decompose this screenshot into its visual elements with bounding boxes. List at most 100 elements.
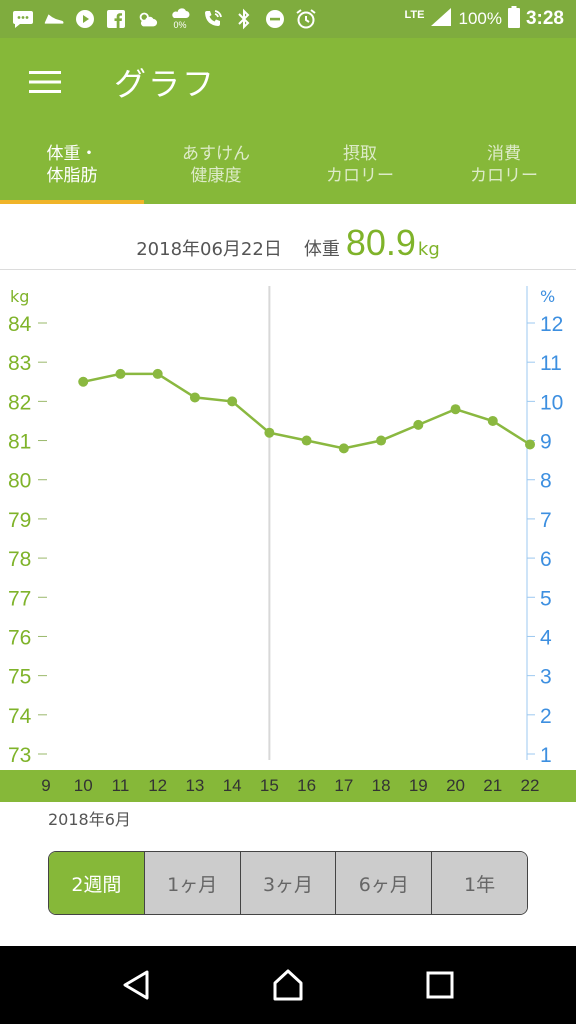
recents-icon bbox=[426, 971, 454, 999]
battery-percent: 100% bbox=[458, 9, 502, 28]
x-tick-label: 11 bbox=[112, 776, 130, 795]
data-point bbox=[525, 439, 535, 450]
wifi-call-icon bbox=[202, 8, 224, 30]
x-tick-label: 15 bbox=[260, 776, 279, 795]
left-tick-label: 80 bbox=[8, 470, 31, 493]
left-axis-unit: kg bbox=[10, 287, 29, 306]
data-point bbox=[78, 376, 89, 387]
period-1-year[interactable]: 1年 bbox=[431, 852, 527, 914]
readout-value: 80.9 bbox=[345, 222, 416, 263]
back-icon bbox=[123, 970, 149, 1000]
period-selector: 2週間 1ヶ月 3ヶ月 6ヶ月 1年 bbox=[48, 851, 528, 915]
x-tick-label: 17 bbox=[334, 776, 353, 795]
home-icon bbox=[273, 969, 303, 1001]
tab-bar: 体重・ 体脂肪 あすけん 健康度 摂取 カロリー 消費 カロリー bbox=[0, 126, 576, 204]
system-nav-bar bbox=[0, 946, 576, 1024]
data-point bbox=[189, 392, 200, 403]
right-tick-label: 12 bbox=[540, 313, 563, 336]
clock: 3:28 bbox=[525, 8, 564, 29]
tab-label-line2: 健康度 bbox=[190, 166, 242, 186]
hamburger-icon bbox=[29, 71, 61, 93]
weight-chart[interactable]: kg% 84 83 82 81 80 79 78 77 76 75 74 73 12 11 10 9 8 7 6 5 4 3… bbox=[0, 270, 576, 805]
x-tick-label: 19 bbox=[409, 776, 428, 795]
data-point bbox=[301, 435, 312, 446]
month-label: 2018年6月 bbox=[48, 810, 131, 829]
x-tick-label: 22 bbox=[521, 776, 540, 795]
divider bbox=[0, 269, 576, 270]
right-tick-label: 4 bbox=[540, 626, 552, 649]
left-tick-label: 76 bbox=[8, 626, 31, 649]
period-2-weeks[interactable]: 2週間 bbox=[49, 852, 144, 914]
x-tick-label: 16 bbox=[297, 776, 316, 795]
right-tick-label: 6 bbox=[540, 548, 552, 571]
right-axis-unit: % bbox=[540, 287, 555, 306]
data-point bbox=[338, 443, 349, 454]
data-point bbox=[413, 419, 424, 430]
data-point bbox=[115, 368, 126, 379]
left-tick-label: 84 bbox=[8, 313, 32, 336]
left-tick-label: 81 bbox=[8, 431, 31, 454]
left-tick-label: 75 bbox=[8, 666, 31, 689]
tab-label-line1: あすけん bbox=[182, 144, 250, 164]
right-tick-label: 3 bbox=[540, 666, 552, 689]
period-3-months[interactable]: 3ヶ月 bbox=[239, 852, 336, 914]
right-tick-label: 10 bbox=[540, 391, 563, 414]
signal-icon bbox=[430, 7, 452, 32]
tab-label-line2: 体脂肪 bbox=[46, 166, 98, 186]
left-tick-label: 74 bbox=[8, 705, 32, 728]
right-tick-label: 1 bbox=[540, 744, 552, 767]
left-tick-label: 79 bbox=[8, 509, 31, 532]
period-6-months[interactable]: 6ヶ月 bbox=[335, 852, 432, 914]
x-tick-label: 18 bbox=[372, 776, 391, 795]
battery-icon bbox=[507, 5, 520, 33]
left-tick-label: 73 bbox=[8, 744, 31, 767]
tab-label-line2: カロリー bbox=[326, 166, 394, 186]
alarm-icon bbox=[295, 8, 317, 30]
facebook-icon bbox=[105, 8, 127, 30]
shoe-icon bbox=[43, 8, 65, 30]
left-tick-label: 78 bbox=[8, 548, 31, 571]
period-1-month[interactable]: 1ヶ月 bbox=[143, 852, 240, 914]
bluetooth-icon bbox=[233, 8, 255, 30]
left-tick-label: 83 bbox=[8, 352, 31, 375]
tab-label-line2: カロリー bbox=[470, 166, 538, 186]
chart-svg: kg %8483828180797877767574731211109876543… bbox=[0, 286, 576, 802]
data-point bbox=[487, 415, 498, 426]
right-tick-label: 2 bbox=[540, 705, 552, 728]
tab-label-line1: 摂取 bbox=[343, 144, 377, 164]
right-tick-label: 8 bbox=[540, 470, 552, 493]
rain-percent: 0% bbox=[173, 20, 187, 30]
tab-weight-body-fat[interactable]: 体重・ 体脂肪 bbox=[0, 126, 144, 204]
data-point bbox=[264, 427, 275, 438]
data-point bbox=[376, 435, 387, 446]
tab-burned-calories[interactable]: 消費 カロリー bbox=[432, 126, 576, 204]
tab-label-line1: 体重・ bbox=[46, 144, 98, 164]
right-tick-label: 9 bbox=[540, 431, 552, 454]
x-tick-label: 21 bbox=[483, 776, 502, 795]
home-button[interactable] bbox=[253, 950, 323, 1020]
right-tick-label: 7 bbox=[540, 509, 552, 532]
data-point bbox=[450, 404, 461, 415]
play-icon bbox=[74, 8, 96, 30]
x-axis-band bbox=[0, 770, 576, 802]
back-button[interactable] bbox=[101, 950, 171, 1020]
right-tick-label: 11 bbox=[540, 352, 562, 375]
x-tick-label: 13 bbox=[185, 776, 204, 795]
left-tick-label: 82 bbox=[8, 391, 31, 414]
readout-unit: kg bbox=[417, 239, 440, 260]
x-tick-label: 20 bbox=[446, 776, 465, 795]
tab-label-line1: 消費 bbox=[487, 144, 521, 164]
tab-asken-health[interactable]: あすけん 健康度 bbox=[144, 126, 288, 204]
readout-date: 2018年06月22日 bbox=[136, 239, 282, 260]
menu-button[interactable] bbox=[0, 38, 90, 126]
dnd-icon bbox=[264, 8, 286, 30]
data-point bbox=[227, 396, 238, 407]
weight-readout: 2018年06月22日 体重 80.9 kg bbox=[0, 222, 576, 270]
right-tick-label: 5 bbox=[540, 587, 552, 610]
recents-button[interactable] bbox=[405, 950, 475, 1020]
readout-label: 体重 bbox=[303, 239, 340, 260]
x-tick-label: 9 bbox=[41, 776, 50, 795]
status-bar: 0% LTE 100% 3:28 bbox=[0, 0, 576, 38]
tab-intake-calories[interactable]: 摂取 カロリー bbox=[288, 126, 432, 204]
